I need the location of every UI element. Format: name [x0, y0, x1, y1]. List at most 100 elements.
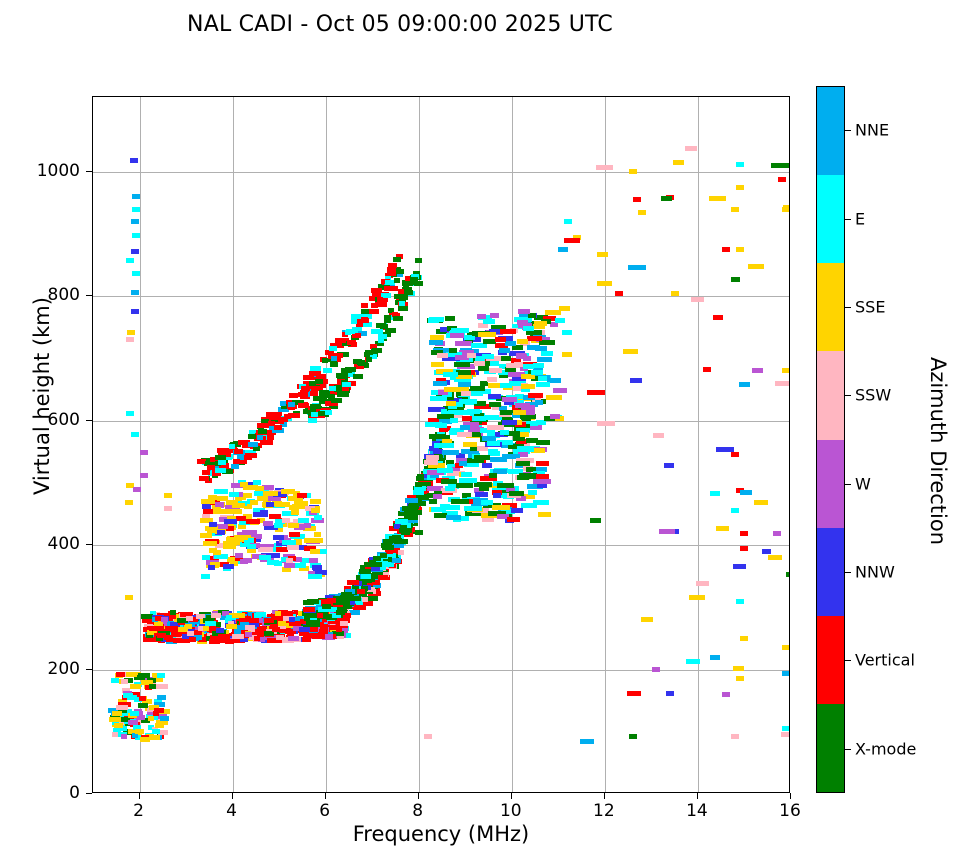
echo-point [264, 617, 274, 623]
echo-point [177, 627, 189, 633]
echo-point [370, 580, 381, 586]
echo-point [281, 488, 296, 494]
echo-point [477, 365, 490, 371]
echo-point [153, 621, 164, 627]
echo-point [316, 383, 327, 389]
echo-point [451, 466, 461, 472]
echo-point [132, 725, 142, 731]
echo-point [354, 592, 362, 598]
echo-point [283, 413, 291, 419]
echo-point [284, 628, 297, 634]
echo-point [473, 481, 489, 487]
echo-point [487, 433, 501, 439]
echo-point [369, 343, 378, 349]
echo-point [526, 466, 537, 472]
echo-point [483, 339, 497, 345]
echo-point [579, 739, 594, 745]
echo-point [767, 554, 783, 560]
echo-point [666, 690, 674, 696]
echo-point [488, 401, 502, 407]
echo-point [388, 307, 395, 313]
echo-point [437, 418, 452, 424]
echo-point [157, 695, 166, 701]
echo-point [201, 504, 212, 510]
echo-point [533, 478, 551, 484]
echo-point [322, 604, 331, 610]
echo-point [383, 539, 394, 545]
echo-point [482, 462, 492, 468]
echo-point [292, 410, 301, 416]
echo-point [473, 455, 491, 461]
echo-point [263, 520, 274, 526]
echo-point [740, 531, 749, 537]
echo-point [273, 424, 282, 430]
echo-point [463, 442, 478, 448]
echo-point [203, 540, 217, 546]
echo-point [311, 386, 324, 392]
echo-point [448, 347, 458, 353]
echo-point [487, 511, 506, 517]
echo-point [516, 460, 531, 466]
echo-point [223, 563, 235, 569]
y-tick [86, 668, 92, 670]
colorbar-segment-nne [817, 87, 844, 176]
echo-point [428, 316, 445, 322]
echo-point [205, 620, 216, 626]
echo-point [303, 600, 311, 606]
echo-point [327, 607, 340, 613]
echo-point [272, 412, 281, 418]
echo-point [251, 553, 266, 559]
echo-point [475, 492, 488, 498]
echo-point [216, 496, 229, 502]
echo-point [498, 370, 510, 376]
echo-point [126, 257, 135, 263]
echo-point [231, 634, 244, 640]
echo-point [133, 486, 142, 492]
echo-point [337, 391, 349, 397]
echo-point [494, 342, 508, 348]
echo-point [328, 394, 336, 400]
echo-point [490, 456, 508, 462]
echo-point [263, 630, 274, 636]
echo-point [186, 630, 194, 636]
echo-point [347, 580, 359, 586]
echo-point [314, 532, 322, 538]
echo-point [149, 636, 159, 642]
y-tick [86, 793, 92, 794]
echo-point [374, 340, 384, 346]
echo-point [384, 552, 396, 558]
echo-point [347, 595, 361, 601]
echo-point [268, 425, 276, 431]
echo-point [215, 502, 225, 508]
gridline-vertical [418, 97, 420, 792]
echo-point [130, 308, 139, 314]
echo-point [154, 723, 165, 729]
echo-point [226, 508, 240, 514]
echo-point [376, 297, 388, 303]
echo-point [376, 571, 389, 577]
echo-point [244, 631, 252, 637]
echo-point [414, 530, 423, 536]
echo-point [309, 408, 316, 414]
echo-point [339, 596, 348, 602]
echo-point [426, 486, 443, 492]
echo-point [456, 515, 470, 521]
echo-point [232, 613, 245, 619]
echo-point [127, 713, 137, 719]
echo-point [272, 492, 287, 498]
echo-point [288, 636, 300, 642]
echo-point [116, 705, 128, 711]
echo-point [507, 517, 521, 523]
echo-point [138, 695, 146, 701]
echo-point [775, 381, 789, 387]
echo-point [473, 389, 492, 395]
echo-point [210, 612, 221, 618]
echo-point [428, 462, 445, 468]
echo-point [511, 508, 523, 514]
echo-point [274, 610, 282, 616]
echo-point [337, 606, 347, 612]
echo-point [515, 438, 528, 444]
colorbar-label-vertical: Vertical [855, 650, 915, 670]
echo-point [282, 511, 293, 517]
echo-point [281, 539, 297, 545]
